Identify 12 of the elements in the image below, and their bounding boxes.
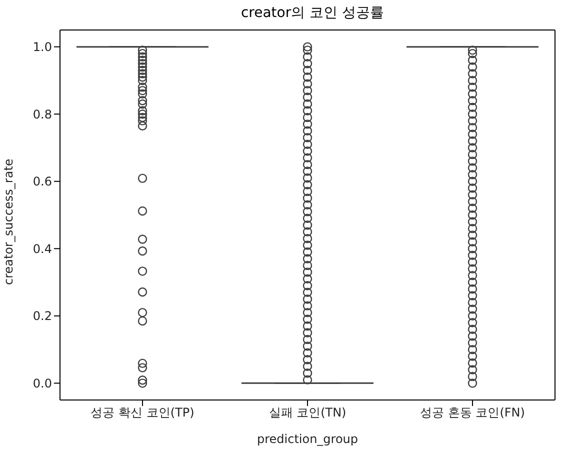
y-tick-label: 0.2	[32, 309, 52, 324]
y-tick-label: 1.0	[32, 40, 52, 54]
y-tick-label: 0.6	[32, 174, 52, 189]
y-tick-label: 0.0	[32, 376, 52, 390]
x-tick-label: 성공 혼동 코인(FN)	[420, 406, 525, 420]
y-axis-title: creator_success_rate	[1, 158, 16, 285]
chart-title: creator의 코인 성공률	[240, 4, 386, 22]
y-tick-label: 0.4	[32, 242, 52, 256]
y-tick-label: 0.8	[32, 107, 52, 122]
x-tick-label: 실패 코인(TN)	[268, 406, 346, 420]
x-axis-title: prediction_group	[256, 432, 358, 446]
x-tick-label: 성공 확신 코인(TP)	[90, 406, 194, 420]
